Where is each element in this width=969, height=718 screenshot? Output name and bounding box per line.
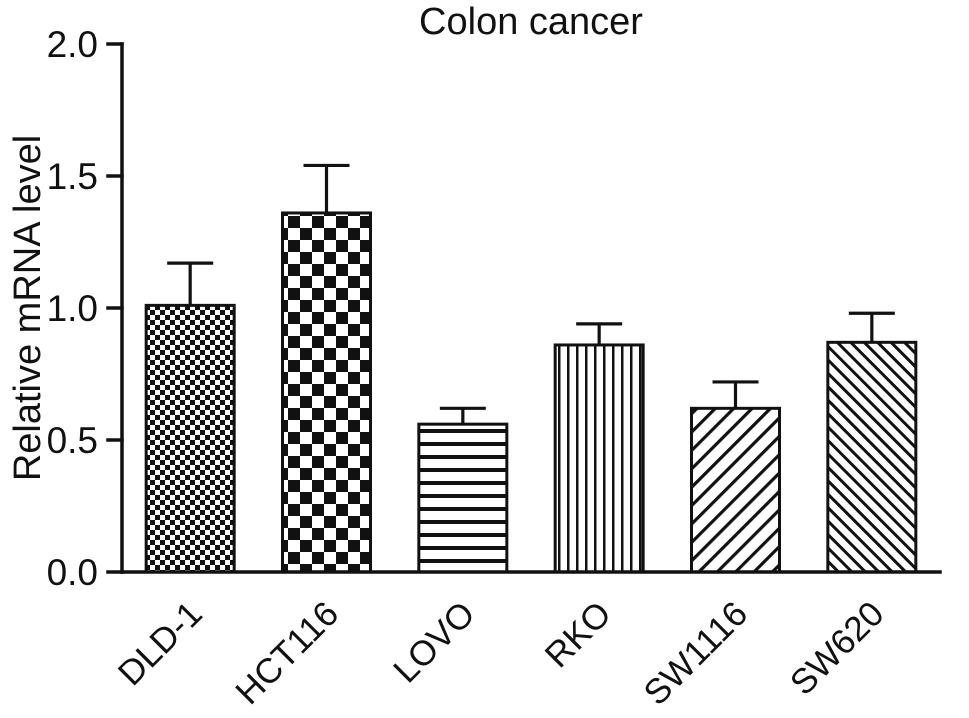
x-tick-label: SW620 [783, 594, 892, 703]
x-tick-label: RKO [538, 594, 619, 675]
y-tick-label: 2.0 [47, 24, 98, 65]
y-tick-label: 1.5 [47, 156, 98, 197]
x-tick-labels: DLD-1 HCT116 LOVO RKO SW1116 SW620 [111, 594, 892, 713]
x-tick-label: HCT116 [228, 594, 346, 712]
x-tick-label: DLD-1 [111, 594, 210, 693]
y-tick-label: 0.5 [47, 420, 98, 461]
bar-sw620 [826, 340, 918, 574]
x-tick-label: SW1116 [636, 594, 755, 713]
axes [106, 42, 942, 574]
y-tick-label: 1.0 [47, 288, 98, 329]
bar-lovo [417, 422, 509, 574]
bar-rko [553, 343, 645, 574]
y-tick-label: 0.0 [47, 552, 98, 593]
y-tick-labels: 0.0 0.5 1.0 1.5 2.0 [47, 24, 98, 593]
bars [144, 211, 918, 574]
bar-hct116 [281, 211, 372, 574]
error-bars [167, 163, 895, 450]
chart-title: Colon cancer [419, 1, 643, 43]
x-tick-label: LOVO [386, 594, 482, 690]
bar-sw1116 [690, 406, 781, 574]
y-axis-label: Relative mRNA level [7, 135, 49, 481]
bar-dld-1 [144, 303, 236, 574]
